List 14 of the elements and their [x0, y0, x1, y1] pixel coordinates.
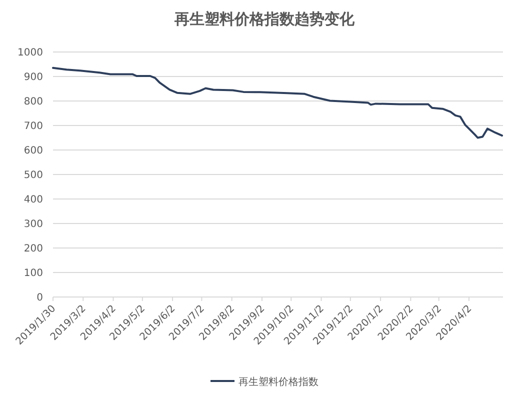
line-series — [52, 66, 504, 139]
y-tick-label: 700 — [24, 121, 43, 132]
y-tick-label: 400 — [24, 194, 43, 206]
y-tick-label: 900 — [24, 72, 43, 83]
y-tick-label: 300 — [24, 219, 43, 230]
legend-label: 再生塑料价格指数 — [238, 376, 318, 388]
y-tick-label: 1000 — [18, 48, 43, 58]
y-tick-label: 800 — [24, 96, 43, 108]
y-tick-label: 500 — [24, 170, 43, 181]
y-tick-label: 600 — [24, 146, 43, 156]
y-tick-label: 100 — [24, 268, 43, 279]
chart-title: 再生塑料价格指数趋势变化 — [174, 10, 356, 28]
y-tick-label: 200 — [24, 244, 43, 254]
y-tick-label: 0 — [36, 292, 43, 304]
